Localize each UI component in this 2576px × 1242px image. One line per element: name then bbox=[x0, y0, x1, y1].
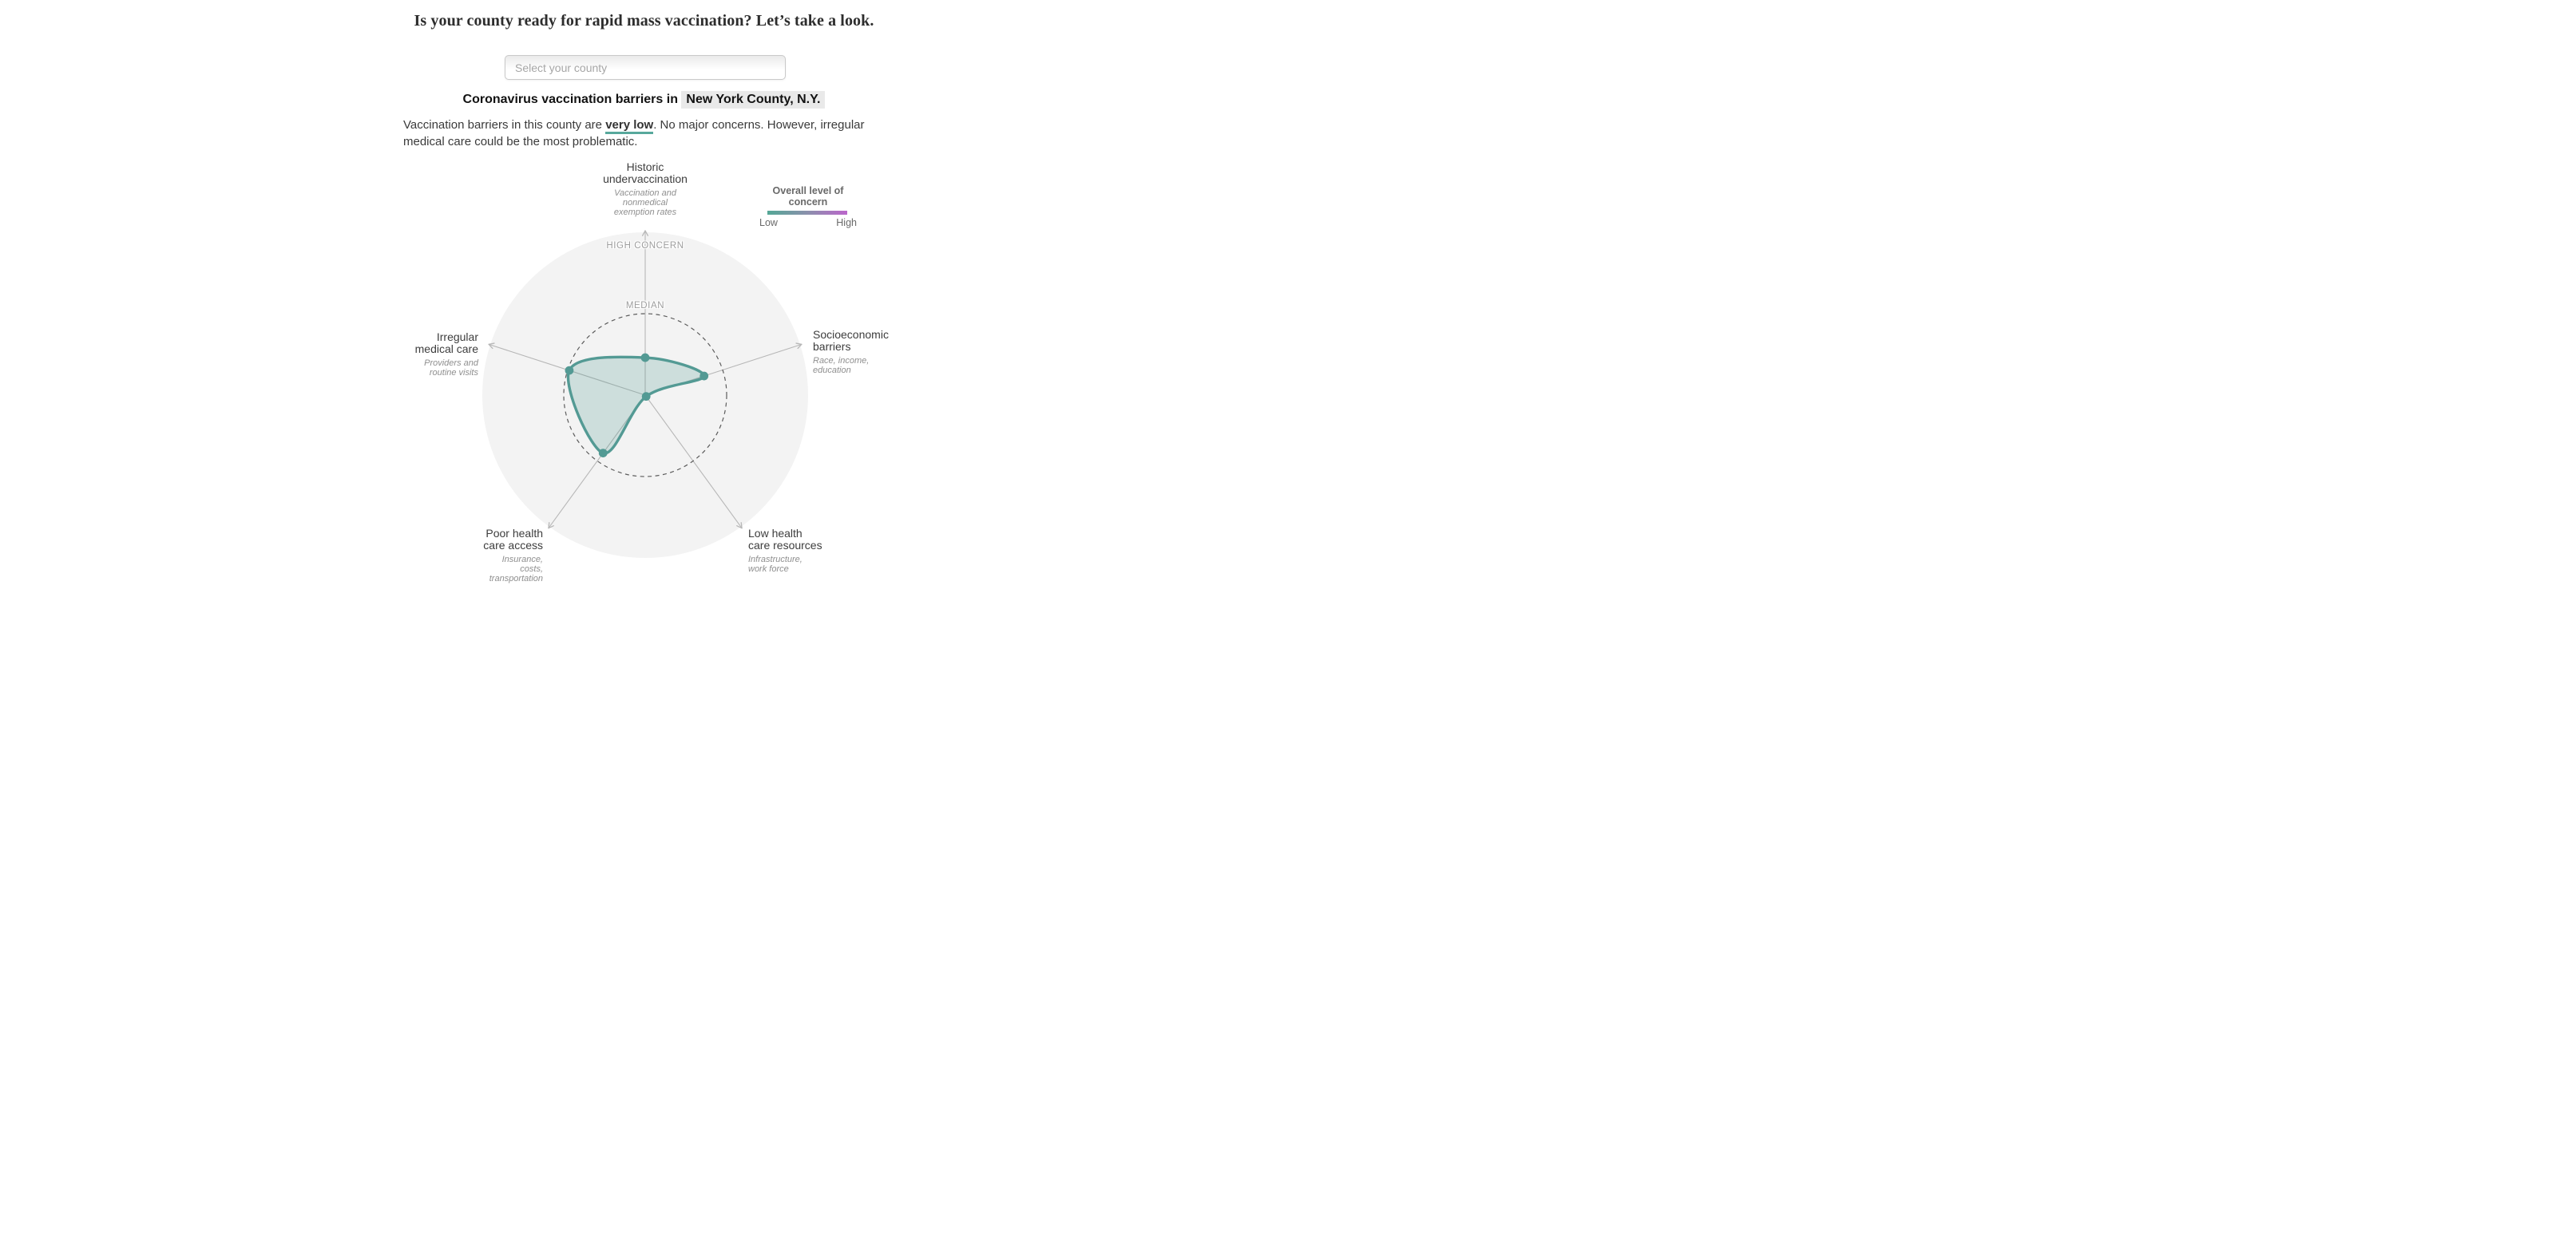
axis-label-title: Low health care resources bbox=[748, 527, 822, 552]
radar-axis-arrowhead-0 bbox=[644, 230, 649, 236]
radar-axis-arrowhead-4 bbox=[488, 342, 495, 345]
legend-range: Low High bbox=[759, 217, 857, 228]
summary-prefix: Vaccination barriers in this county are bbox=[403, 118, 606, 132]
radar-axis-arrowhead-2 bbox=[740, 522, 743, 529]
axis-label-subtitle: Race, income, education bbox=[813, 356, 870, 375]
axis-label-subtitle: Infrastructure, work force bbox=[748, 555, 803, 574]
axis-label-subtitle: Providers and routine visits bbox=[424, 358, 478, 378]
axis-label-subtitle: Insurance, costs, transportation bbox=[489, 555, 543, 583]
concern-legend: Overall level of concern Low High bbox=[759, 185, 857, 228]
axis-label-poor-health-care-access: Poor health care access Insurance, costs… bbox=[383, 527, 543, 584]
legend-gradient-bar bbox=[767, 211, 847, 215]
radar-axis-arrowhead-0 bbox=[641, 230, 646, 236]
summary-text: Vaccination barriers in this county are … bbox=[403, 117, 886, 150]
axis-label-historic-undervaccination: Historic undervaccination Vaccination an… bbox=[565, 160, 725, 218]
legend-low-label: Low bbox=[759, 217, 778, 228]
summary-level-emphasis: very low bbox=[605, 118, 654, 134]
chart-heading: Coronavirus vaccination barriers in New … bbox=[0, 91, 1288, 109]
axis-label-title: Poor health care access bbox=[483, 527, 543, 552]
high-concern-label: HIGH CONCERN bbox=[606, 241, 684, 251]
radar-data-point-3 bbox=[598, 449, 608, 458]
radar-axis-line-2 bbox=[644, 394, 743, 528]
axis-label-title: Historic undervaccination bbox=[603, 160, 688, 185]
page-title: Is your county ready for rapid mass vacc… bbox=[414, 12, 874, 30]
axis-label-title: Socioeconomic barriers bbox=[813, 328, 889, 353]
radar-data-point-1 bbox=[699, 371, 709, 381]
radar-axis-arrowhead-4 bbox=[488, 343, 493, 350]
axis-label-irregular-medical-care: Irregular medical care Providers and rou… bbox=[359, 331, 478, 378]
radar-axis-arrowhead-2 bbox=[736, 525, 743, 529]
county-name-highlight: New York County, N.Y. bbox=[681, 91, 826, 109]
median-label: MEDIAN bbox=[625, 301, 665, 310]
axis-label-subtitle: Vaccination and nonmedical exemption rat… bbox=[613, 188, 677, 217]
axis-label-title: Irregular medical care bbox=[414, 330, 478, 355]
radar-chart bbox=[482, 230, 808, 558]
radar-axis-arrowhead-3 bbox=[548, 525, 554, 529]
radar-axis-arrowhead-1 bbox=[797, 343, 803, 350]
axis-label-low-health-care-resources: Low health care resources Infrastructure… bbox=[748, 527, 908, 575]
legend-title: Overall level of concern bbox=[772, 185, 844, 208]
legend-high-label: High bbox=[836, 217, 857, 228]
axis-label-socioeconomic-barriers: Socioeconomic barriers Race, income, edu… bbox=[813, 328, 965, 376]
radar-axis-arrowhead-1 bbox=[795, 342, 803, 345]
radar-data-point-2 bbox=[641, 392, 651, 401]
summary-suffix: . No major concerns. However, irregular … bbox=[403, 118, 865, 148]
county-search-box bbox=[505, 55, 786, 80]
radar-data-point-4 bbox=[565, 366, 574, 375]
radar-axis-line-3 bbox=[548, 394, 646, 528]
county-search-input[interactable] bbox=[505, 55, 786, 80]
chart-heading-prefix: Coronavirus vaccination barriers in bbox=[462, 93, 678, 106]
radar-data-point-0 bbox=[640, 353, 650, 362]
radar-median-ring bbox=[563, 313, 727, 477]
